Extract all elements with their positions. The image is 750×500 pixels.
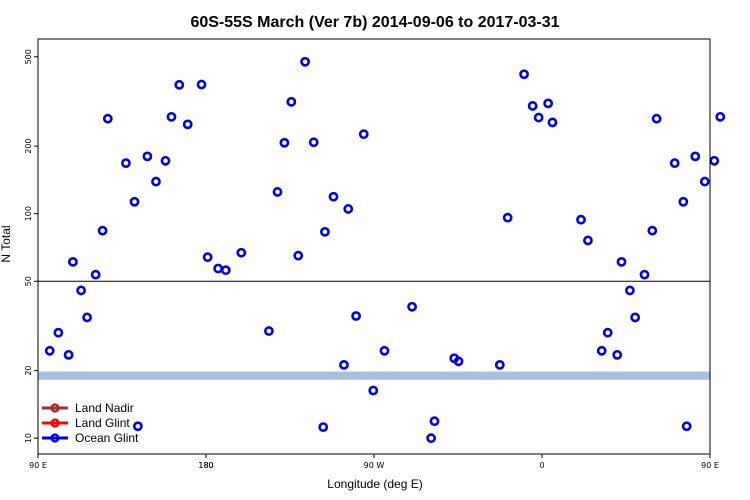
data-point [182, 119, 193, 130]
data-point [669, 158, 680, 169]
data-point [202, 252, 213, 263]
data-point [533, 112, 544, 123]
y-tick-label: 500 [24, 49, 33, 64]
data-point [699, 176, 710, 187]
data-point [213, 263, 224, 274]
data-point [320, 226, 330, 237]
data-point [596, 345, 607, 356]
data-point [264, 326, 274, 336]
data-point [625, 285, 635, 296]
data-point [102, 113, 113, 124]
legend-label: Land Nadir [75, 401, 134, 415]
data-point [358, 129, 369, 140]
data-point [142, 151, 153, 162]
data-point [279, 137, 290, 148]
x-axis-label: Longitude (deg E) [327, 477, 422, 491]
data-point [543, 98, 554, 109]
y-axis-label: N Total [0, 225, 13, 262]
data-point [407, 301, 417, 312]
data-point [166, 111, 177, 122]
data-point [429, 416, 440, 427]
data-point [160, 155, 171, 166]
legend-marker [50, 403, 60, 413]
data-point [300, 56, 311, 67]
data-point [351, 311, 361, 321]
data-point [602, 327, 613, 338]
data-point [174, 79, 185, 90]
data-point [53, 327, 64, 338]
data-point [426, 433, 437, 444]
reference-band [38, 371, 710, 380]
x-tick-label: 90 E [29, 461, 47, 470]
data-point [583, 235, 593, 246]
data-point [494, 360, 505, 370]
data-point [547, 117, 558, 128]
legend-marker [50, 418, 60, 428]
data-point [639, 269, 650, 280]
plot-frame [37, 38, 711, 455]
data-point [647, 225, 658, 236]
data-point [616, 256, 627, 267]
data-point [68, 256, 78, 267]
data-point [236, 247, 247, 258]
data-point [651, 113, 662, 124]
data-point [293, 250, 304, 261]
y-tick-label: 100 [24, 206, 33, 221]
data-point [527, 101, 538, 111]
data-point [368, 385, 379, 396]
data-point [82, 312, 92, 323]
data-point [715, 111, 726, 122]
legend-label: Ocean Glint [75, 431, 139, 445]
data-point [502, 212, 513, 223]
legend-label: Land Glint [75, 416, 130, 430]
data-point [681, 421, 692, 432]
data-point [709, 155, 720, 166]
data-point [121, 158, 131, 169]
data-point [220, 265, 231, 276]
y-tick-label: 200 [24, 138, 33, 153]
data-point [453, 356, 464, 367]
data-point [97, 225, 108, 236]
chart-title: 60S-55S March (Ver 7b) 2014-09-06 to 201… [190, 14, 559, 31]
x-tick-label: 180 [198, 461, 213, 470]
y-tick-label: 20 [24, 365, 33, 375]
x-tick-label: 180 [198, 461, 213, 470]
data-point [272, 187, 283, 197]
legend-marker [50, 433, 60, 443]
data-point [339, 360, 349, 370]
data-point [379, 345, 390, 356]
data-point [44, 345, 55, 356]
x-tick-label: 0 [539, 461, 544, 470]
data-point [76, 285, 87, 296]
data-point [196, 79, 207, 90]
data-point [308, 137, 319, 148]
data-point [690, 151, 701, 162]
data-point [519, 69, 529, 80]
data-point [151, 176, 161, 187]
data-point [678, 196, 689, 207]
x-tick-label: 90 W [364, 461, 385, 470]
data-point [630, 312, 641, 323]
y-tick-label: 50 [24, 276, 33, 286]
data-point [328, 191, 339, 202]
data-point [612, 349, 623, 360]
data-point [132, 421, 143, 432]
data-point [286, 96, 297, 107]
data-point [90, 269, 101, 280]
y-tick-label: 10 [24, 433, 33, 443]
x-tick-label: 90 E [701, 461, 719, 470]
data-point [63, 349, 74, 360]
data-point [576, 214, 586, 225]
data-point [343, 204, 354, 214]
data-point [318, 422, 329, 433]
ocean-glint-points [44, 56, 726, 444]
data-point [129, 196, 140, 207]
